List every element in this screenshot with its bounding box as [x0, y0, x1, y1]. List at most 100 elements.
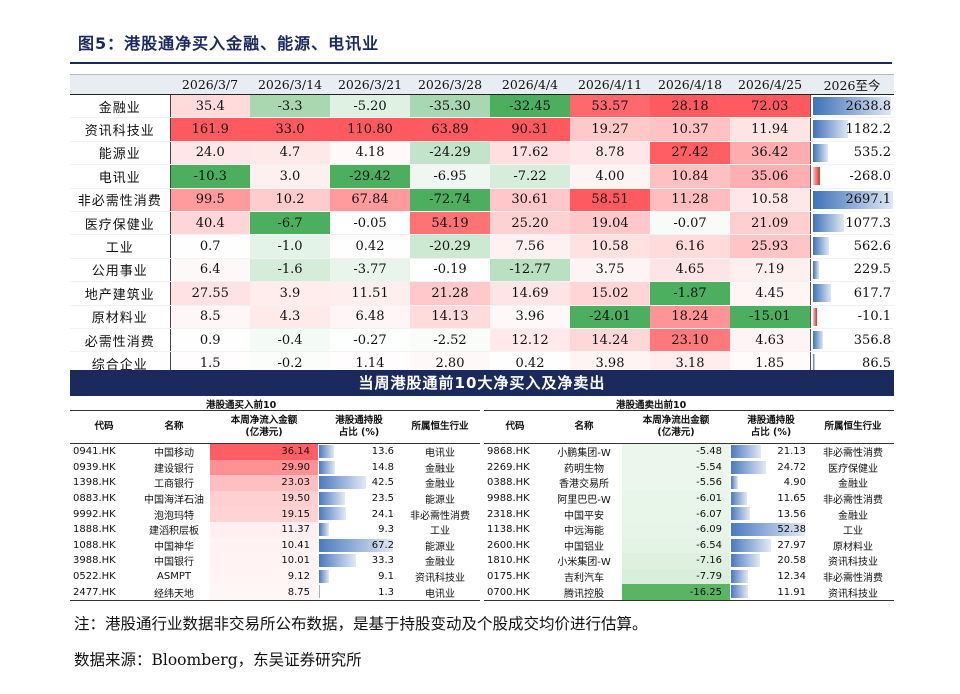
stock-code: 0883.HK [73, 493, 116, 505]
holding-ratio-value: 27.97 [777, 539, 806, 551]
stock-code: 1088.HK [73, 539, 116, 551]
weekly-flow-cell: 4.7 [250, 141, 330, 166]
ytd-bar [812, 213, 845, 232]
holding-ratio-bar [319, 445, 334, 458]
holding-ratio-bar [731, 569, 749, 583]
ytd-bar [812, 120, 848, 139]
holding-ratio-value: 20.58 [777, 555, 806, 567]
weekly-flow-cell: 35.06 [730, 164, 810, 189]
header-industry: 所属恒生行业 [400, 410, 480, 444]
weekly-flow-cell: 110.80 [330, 117, 410, 142]
holding-ratio-cell: 13.6 [318, 444, 400, 460]
flow-header-row: 代码 名称 本周净流出金额 (亿港元) 港股通持股 占比 (%) 所属恒生行业 [484, 410, 894, 444]
holding-ratio-cell: 12.34 [730, 569, 812, 585]
stock-code: 2318.HK [487, 508, 530, 520]
industry-row: 综合企业 1.5 -0.2 1.14 2.80 0.42 3.98 3.18 1.85 86.5 [70, 351, 894, 376]
stock-row: 2600.HK 中国铝业 -6.54 27.97 原材料业 [484, 537, 894, 554]
holding-ratio-bar [319, 491, 345, 505]
holding-ratio-bar [319, 522, 330, 536]
weekly-flow-cell: 10.84 [650, 164, 730, 189]
stock-row: 1088.HK 中国神华 10.41 67.2 能源业 [70, 537, 480, 554]
stock-row: 0883.HK 中国海洋石油 19.50 23.5 能源业 [70, 490, 480, 507]
sell-top10-table: 代码 名称 本周净流出金额 (亿港元) 港股通持股 占比 (%) 所属恒生行业 9868.HK… [484, 410, 894, 601]
weekly-flow-cell: -0.19 [410, 258, 490, 283]
hs-industry: 金融业 [838, 510, 868, 522]
stock-code: 0388.HK [487, 477, 530, 489]
industry-label: 电讯业 [70, 164, 171, 189]
ytd-cell: 1077.3 [809, 211, 894, 236]
weekly-flow-cell: 8.5 [170, 305, 250, 329]
stock-row: 9868.HK 小鹏集团-W -5.48 21.13 非必需性消费 [484, 443, 894, 460]
footnote: 注：港股通行业数据非交易所公布数据，是基于持股变动及个股成交均价进行估算。 [74, 615, 648, 633]
industry-row: 非必需性消费 99.5 10.2 67.84 -72.74 30.61 58.51 11.28… [70, 188, 894, 212]
industry-label: 公用事业 [70, 258, 171, 283]
weekly-flow-cell: 23.10 [650, 328, 730, 353]
holding-ratio-bar [731, 460, 766, 474]
ytd-cell: 2697.1 [809, 188, 894, 212]
holding-ratio-cell: 11.65 [730, 491, 812, 507]
stock-name: 中国移动 [154, 448, 194, 460]
weekly-flow-cell: 25.93 [730, 234, 810, 259]
stock-code: 3988.HK [73, 555, 116, 567]
ytd-cell: -268.0 [809, 164, 894, 189]
header-hold: 港股通持股 占比 (%) [730, 410, 812, 444]
stock-code: 9868.HK [487, 446, 530, 458]
holding-ratio-cell: 14.8 [318, 460, 400, 476]
ytd-value: -10.1 [857, 309, 891, 325]
header-week: 2026/3/7 [170, 74, 250, 95]
stock-code: 2269.HK [487, 461, 530, 473]
holding-ratio-value: 52.38 [777, 524, 806, 536]
weekly-flow-cell: 27.55 [170, 281, 250, 306]
weekly-flow-cell: 67.84 [330, 188, 410, 212]
hs-industry: 金融业 [425, 557, 455, 569]
stock-name: 中国银行 [154, 557, 194, 569]
weekly-flow-cell: 63.89 [410, 117, 490, 142]
header-week: 2026/3/28 [410, 74, 490, 95]
industry-row: 资讯科技业 161.9 33.0 110.80 63.89 90.31 19.27 10.37… [70, 117, 894, 142]
holding-ratio-cell: 33.3 [318, 553, 400, 569]
ytd-value: 356.8 [853, 332, 891, 348]
net-flow-cell: 29.90 [210, 459, 318, 476]
industry-label: 资讯科技业 [70, 117, 171, 142]
holding-ratio-cell: 4.90 [730, 475, 812, 491]
weekly-flow-cell: -3.3 [250, 94, 330, 119]
ytd-value: 617.7 [853, 285, 891, 301]
weekly-flow-cell: 8.78 [570, 141, 650, 166]
holding-ratio-value: 1.3 [378, 586, 394, 598]
holding-ratio-bar [731, 585, 748, 599]
weekly-flow-cell: 54.19 [410, 211, 490, 236]
industry-row: 金融业 35.4 -3.3 -5.20 -35.30 -32.45 53.57 28.18 72… [70, 94, 894, 119]
net-flow-cell: -6.07 [622, 506, 730, 522]
stock-name: 泡泡玛特 [154, 510, 194, 522]
net-flow-cell: -5.48 [622, 443, 730, 460]
weekly-flow-cell: 7.19 [730, 258, 810, 283]
weekly-flow-cell: 25.20 [490, 211, 570, 236]
weekly-flow-cell: -5.20 [330, 94, 410, 119]
stock-name: 吉利汽车 [564, 573, 604, 585]
industry-row: 电讯业 -10.3 3.0 -29.42 -6.95 -7.22 4.00 10.84 35.0… [70, 164, 894, 189]
ytd-value: 535.2 [853, 145, 891, 161]
header-flow: 本周净流出金额 (亿港元) [622, 410, 730, 444]
holding-ratio-cell: 9.1 [318, 569, 400, 585]
stock-code: 0522.HK [73, 571, 116, 583]
holding-ratio-value: 4.90 [783, 477, 806, 489]
weekly-flow-cell: 1.14 [330, 351, 410, 376]
stock-row: 1398.HK 工商银行 23.03 42.5 金融业 [70, 475, 480, 491]
stock-row: 0700.HK 腾讯控股 -16.25 11.91 资讯科技业 [484, 584, 894, 601]
hs-industry: 工业 [843, 526, 863, 538]
holding-ratio-bar [319, 507, 346, 521]
weekly-flow-cell: -10.3 [170, 164, 250, 189]
industry-row: 地产建筑业 27.55 3.9 11.51 21.28 14.69 15.02 -1.87 4.… [70, 281, 894, 306]
stock-name: 阿里巴巴-W [557, 495, 611, 507]
holding-ratio-cell: 52.38 [730, 522, 812, 538]
holding-ratio-value: 11.91 [777, 586, 806, 598]
ytd-value: 1077.3 [845, 215, 892, 231]
weekly-flow-cell: -24.29 [410, 141, 490, 166]
weekly-flow-cell: -1.87 [650, 281, 730, 306]
weekly-flow-cell: 40.4 [170, 211, 250, 236]
holding-ratio-cell: 11.91 [730, 584, 812, 601]
ytd-value: 1182.2 [845, 122, 892, 138]
weekly-flow-cell: -1.0 [250, 234, 330, 259]
holding-ratio-cell: 27.97 [730, 538, 812, 554]
ytd-cell: 617.7 [809, 281, 894, 306]
